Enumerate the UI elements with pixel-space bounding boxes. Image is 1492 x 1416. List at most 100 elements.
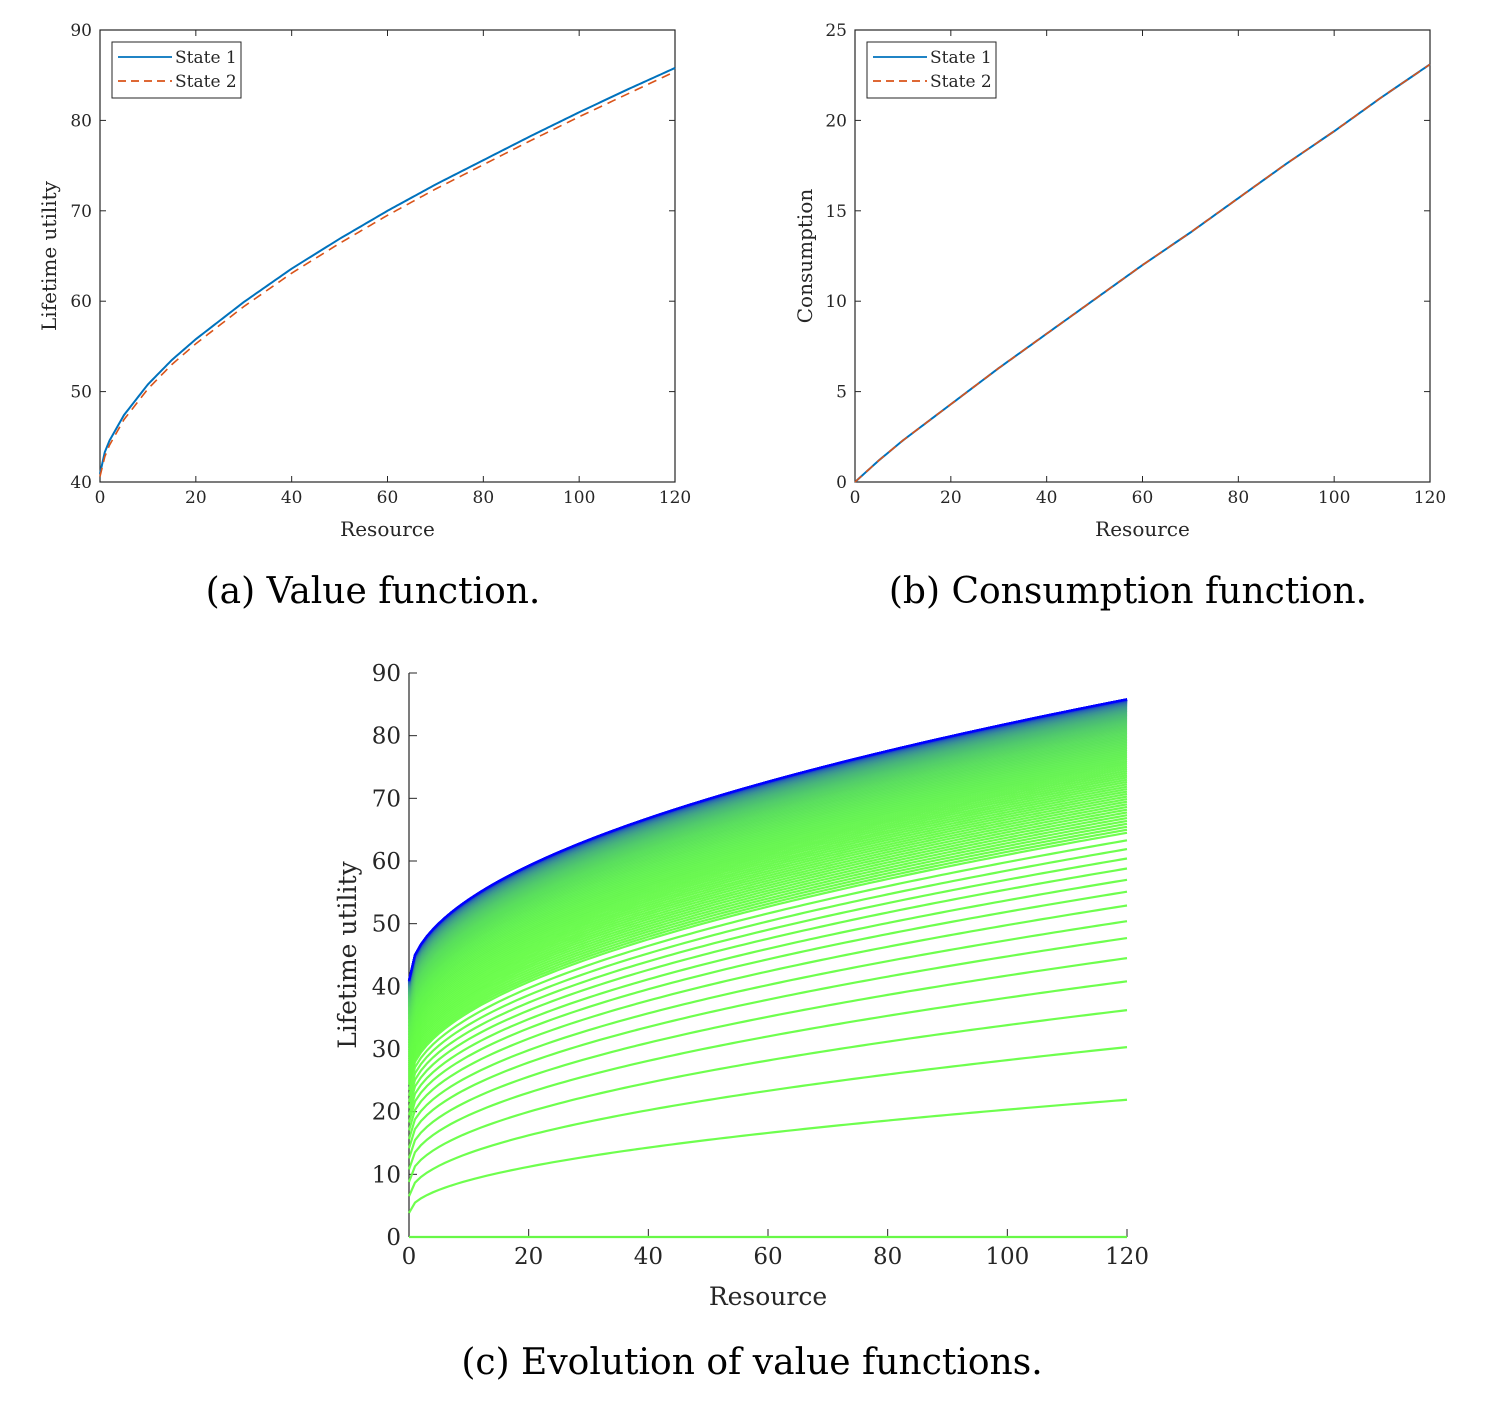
chart-c-iteration-line xyxy=(407,814,1128,1074)
chart-c-iteration-line xyxy=(407,776,1128,1046)
chart-c-iteration-line xyxy=(407,765,1128,1037)
chart-b-x-tick-label: 120 xyxy=(1414,488,1446,508)
chart-a-y-tick-label: 70 xyxy=(70,202,92,222)
chart-a-x-axis-label: Resource xyxy=(340,517,435,541)
chart-c-iteration-line xyxy=(407,867,1128,1109)
chart-a-x-tick-label: 60 xyxy=(377,488,399,508)
chart-c-y-tick-label: 70 xyxy=(372,786,401,812)
panel-b-plot-area: 0 20 40 60 80 100 120 0 5 10 15 20 25 Resource Consump… xyxy=(793,21,1446,541)
chart-b-legend-box xyxy=(866,41,997,99)
chart-c-iteration-line xyxy=(407,743,1128,1020)
chart-b-legend: State 1 State 2 xyxy=(866,41,997,99)
panel-b-consumption-function: 0 20 40 60 80 100 120 0 5 10 15 20 25 Resource Consump… xyxy=(793,21,1446,612)
chart-b-x-tick-label: 0 xyxy=(850,488,861,508)
chart-c-iteration-line xyxy=(407,787,1128,1055)
chart-c-iteration-line xyxy=(407,767,1128,1039)
chart-c-iteration-line xyxy=(407,783,1128,1051)
chart-c-iteration-line xyxy=(407,771,1128,1042)
chart-c-y-tick-label: 80 xyxy=(372,724,401,750)
chart-c-x-axis-label: Resource xyxy=(709,1282,827,1311)
chart-c-iteration-line xyxy=(407,742,1128,1019)
chart-c-iteration-line xyxy=(407,819,1128,1078)
chart-c-iteration-line xyxy=(407,890,1128,1123)
chart-c-iteration-line xyxy=(407,800,1128,1064)
chart-c-iteration-line xyxy=(407,735,1128,1014)
chart-c-iteration-line xyxy=(407,878,1128,1116)
chart-c-iteration-line xyxy=(407,761,1128,1034)
chart-c-iteration-line xyxy=(407,957,1128,1159)
chart-c-iteration-line xyxy=(407,740,1128,1017)
panel-c-caption: (c) Evolution of value functions. xyxy=(461,1342,1042,1383)
chart-b-y-tick-label: 20 xyxy=(825,111,847,131)
chart-b-x-tick-label: 100 xyxy=(1318,488,1350,508)
chart-c-iteration-line xyxy=(407,839,1128,1091)
chart-c-iteration-line xyxy=(407,737,1128,1015)
panel-b-caption: (b) Consumption function. xyxy=(889,571,1367,612)
chart-c-iteration-line xyxy=(407,980,1128,1170)
chart-c-iteration-line xyxy=(407,857,1128,1103)
chart-b-y-axis-label: Consumption xyxy=(793,189,817,324)
chart-c-x-tick-label: 120 xyxy=(1105,1244,1149,1270)
chart-c-iteration-line xyxy=(407,816,1128,1076)
chart-c-iteration-line xyxy=(407,920,1128,1140)
chart-c-iteration-line xyxy=(407,780,1128,1049)
chart-a-legend-box xyxy=(111,41,242,99)
panel-a-value-function: 0 20 40 60 80 100 120 40 50 60 70 80 90 Resource Lifet… xyxy=(37,21,691,612)
chart-c-iteration-line xyxy=(407,831,1128,1086)
chart-c-x-tick-label: 60 xyxy=(753,1244,782,1270)
chart-c-y-tick-label: 90 xyxy=(372,661,401,687)
chart-b-series-1-line xyxy=(854,63,1431,483)
chart-c-iteration-line xyxy=(407,811,1128,1072)
chart-a-legend: State 1 State 2 xyxy=(111,41,242,99)
chart-c-iteration-line xyxy=(407,759,1128,1033)
chart-c-iteration-line xyxy=(407,904,1128,1131)
panel-c-plot-area: 0 20 40 60 80 100 120 0 10 20 30 40 50 60 70 80 90 Resour… xyxy=(333,661,1149,1311)
chart-c-iteration-line xyxy=(407,936,1128,1149)
chart-c-y-tick-label: 50 xyxy=(372,912,401,938)
chart-c-x-tick-label: 0 xyxy=(402,1244,417,1270)
chart-b-x-tick-label: 60 xyxy=(1132,488,1154,508)
chart-a-legend-label-2: State 2 xyxy=(175,72,237,92)
chart-b-x-tick-label: 40 xyxy=(1036,488,1058,508)
chart-c-y-tick-label: 60 xyxy=(372,849,401,875)
chart-c-y-axis-label: Lifetime utility xyxy=(333,860,362,1048)
chart-c-iteration-line xyxy=(407,803,1128,1066)
chart-c-x-tick-label: 40 xyxy=(634,1244,663,1270)
chart-c-iteration-line xyxy=(407,763,1128,1036)
chart-a-y-tick-label: 60 xyxy=(70,292,92,312)
chart-c-x-tick-label: 80 xyxy=(873,1244,902,1270)
chart-a-legend-label-1: State 1 xyxy=(175,48,237,68)
chart-c-iteration-line xyxy=(407,750,1128,1025)
chart-c-iteration-line xyxy=(407,746,1128,1023)
chart-b-x-tick-label: 80 xyxy=(1228,488,1250,508)
chart-c-iteration-line xyxy=(407,797,1128,1062)
chart-a-y-axis-label: Lifetime utility xyxy=(37,180,61,331)
chart-c-y-tick-label: 20 xyxy=(372,1100,401,1126)
chart-c-iteration-line xyxy=(407,822,1128,1080)
chart-c-iteration-line xyxy=(407,745,1128,1021)
chart-a-x-tick-label: 80 xyxy=(473,488,495,508)
chart-c-iteration-line xyxy=(407,748,1128,1024)
chart-b-legend-label-2: State 2 xyxy=(930,72,992,92)
chart-c-x-tick-label: 100 xyxy=(985,1244,1029,1270)
panel-a-caption: (a) Value function. xyxy=(206,571,541,612)
chart-c-y-tick-label: 30 xyxy=(372,1037,401,1063)
chart-a-series-1-line xyxy=(99,67,676,475)
chart-b-y-tick-label: 25 xyxy=(825,21,847,41)
chart-a-y-tick-label: 90 xyxy=(70,21,92,41)
chart-b-series-2-line xyxy=(854,63,1431,483)
chart-c-iteration-line xyxy=(407,738,1128,1016)
chart-b-y-tick-label: 5 xyxy=(836,383,847,403)
chart-c-y-tick-label: 0 xyxy=(386,1225,401,1251)
chart-c-iteration-line xyxy=(407,825,1128,1082)
chart-c-iteration-line xyxy=(407,769,1128,1041)
chart-b-y-tick-label: 10 xyxy=(825,292,847,312)
chart-a-x-tick-label: 100 xyxy=(563,488,595,508)
chart-b-legend-label-1: State 1 xyxy=(930,48,992,68)
chart-b-x-tick-label: 20 xyxy=(940,488,962,508)
chart-c-iteration-line xyxy=(407,828,1128,1084)
chart-a-x-tick-label: 0 xyxy=(95,488,106,508)
chart-c-iteration-line xyxy=(407,805,1128,1068)
chart-c-iteration-line xyxy=(407,795,1128,1060)
